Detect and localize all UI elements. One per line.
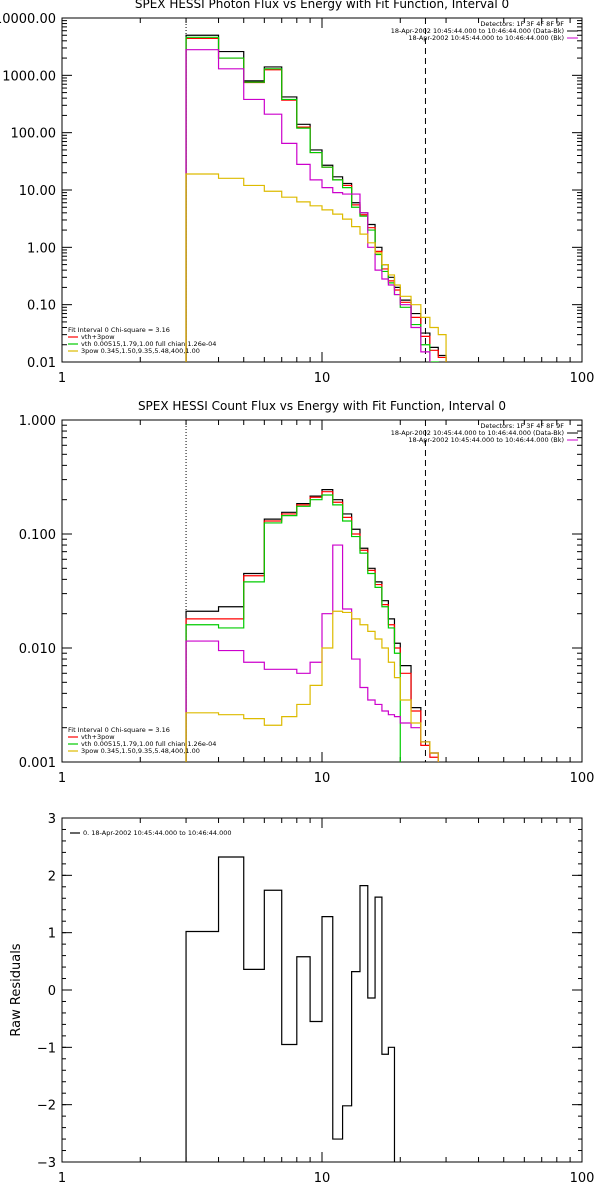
x-tick-label: 100 <box>570 371 595 386</box>
plot-area <box>185 856 396 1162</box>
y-tick-label: 2 <box>48 869 56 884</box>
x-tick-label: 1 <box>58 1171 66 1186</box>
y-axis-label: Raw Residuals <box>9 943 24 1036</box>
y-tick-label: 0.01 <box>27 356 56 371</box>
y-tick-label: 10.00 <box>19 184 56 199</box>
legend-entry: vth 0.00515,1.79,1.00 full chian 1.26e-0… <box>81 340 216 348</box>
legend-entry: vth+3pow <box>81 333 115 341</box>
legend-entry: Fit Interval 0 Chi-square = 3.16 <box>68 326 170 334</box>
y-tick-label: −3 <box>37 1156 56 1171</box>
series-line-2 <box>185 494 401 762</box>
y-tick-label: 10000.00 <box>0 12 56 27</box>
x-tick-label: 10 <box>314 1171 331 1186</box>
x-tick-label: 100 <box>570 771 595 786</box>
chart-2: 1 10 100 −3 −2 −1 0 1 2 3 Raw Residuals 0. 18-Apr-2… <box>9 812 594 1186</box>
y-tick-label: −2 <box>37 1099 56 1114</box>
y-tick-label: 0.001 <box>19 756 56 771</box>
y-tick-label: 1 <box>48 927 56 942</box>
y-tick-label: 0.10 <box>27 299 56 314</box>
y-tick-label: 0 <box>48 984 56 999</box>
series-line-4 <box>185 173 447 362</box>
legend-entry: 3pow 0.345,1.50,9.35,5.48,400,1.00 <box>81 347 200 355</box>
y-tick-label: 1.00 <box>27 241 56 256</box>
plot-area <box>185 34 447 362</box>
legend-entry: 3pow 0.345,1.50,9.35,5.48,400,1.00 <box>81 747 200 755</box>
y-tick-label: 0.010 <box>19 642 56 657</box>
header-line: 18-Apr-2002 10:45:44.000 to 10:46:44.000… <box>391 27 564 35</box>
chart-title: SPEX HESSI Count Flux vs Energy with Fit… <box>138 399 506 413</box>
chart-1: SPEX HESSI Count Flux vs Energy with Fit… <box>19 399 595 786</box>
y-tick-label: 100.00 <box>11 127 57 142</box>
series-line-1 <box>185 37 447 362</box>
y-tick-label: −1 <box>37 1041 56 1056</box>
legend-entry: 0. 18-Apr-2002 10:45:44.000 to 10:46:44.… <box>83 829 232 837</box>
series-line-0 <box>185 489 439 762</box>
series-line-3 <box>185 49 431 362</box>
y-tick-label: 1000.00 <box>2 69 56 84</box>
x-tick-label: 1 <box>58 371 66 386</box>
x-tick-label: 10 <box>314 771 331 786</box>
x-tick-label: 10 <box>314 371 331 386</box>
header-line: 18-Apr-2002 10:45:44.000 to 10:46:44.000… <box>408 34 564 42</box>
legend-entry: vth+3pow <box>81 733 115 741</box>
y-tick-label: 0.100 <box>19 528 56 543</box>
x-tick-label: 100 <box>570 1171 595 1186</box>
series-line-0 <box>185 34 447 362</box>
chart-0: SPEX HESSI Photon Flux vs Energy with Fi… <box>0 0 594 386</box>
header-line: 18-Apr-2002 10:45:44.000 to 10:46:44.000… <box>408 436 564 444</box>
plot-area <box>185 489 439 762</box>
legend-entry: vth 0.00515,1.79,1.00 full chian 1.26e-0… <box>81 740 216 748</box>
series-line-0 <box>185 856 396 1162</box>
header-line: 18-Apr-2002 10:45:44.000 to 10:46:44.000… <box>391 429 564 437</box>
series-line-4 <box>185 610 439 762</box>
legend-entry: Fit Interval 0 Chi-square = 3.16 <box>68 726 170 734</box>
header-line: Detectors: 1F 3F 4F 8F 9F <box>480 20 564 28</box>
x-tick-label: 1 <box>58 771 66 786</box>
series-line-2 <box>185 36 439 362</box>
y-tick-label: 3 <box>48 812 56 827</box>
header-line: Detectors: 1F 3F 4F 8F 9F <box>480 422 564 430</box>
plot-frame <box>61 17 583 363</box>
plot-frame <box>61 419 583 763</box>
chart-title: SPEX HESSI Photon Flux vs Energy with Fi… <box>135 0 509 11</box>
y-tick-label: 1.000 <box>19 414 56 429</box>
